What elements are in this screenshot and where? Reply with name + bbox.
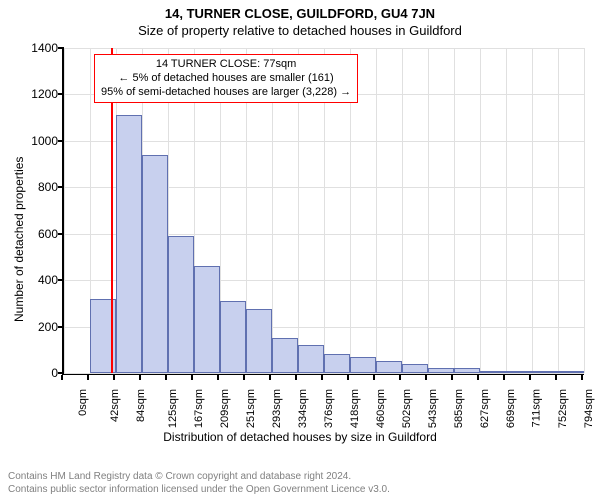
x-tick-mark bbox=[87, 375, 89, 380]
x-tick-label: 711sqm bbox=[530, 389, 542, 427]
grid-line-v bbox=[64, 48, 65, 373]
y-tick-label: 1000 bbox=[18, 134, 58, 148]
histogram-bar bbox=[506, 371, 532, 373]
histogram-bar bbox=[194, 266, 220, 373]
histogram-bar bbox=[272, 338, 298, 373]
x-tick-mark bbox=[581, 375, 583, 380]
histogram-bar bbox=[454, 368, 480, 373]
x-tick-label: 585sqm bbox=[453, 389, 465, 428]
y-tick-label: 600 bbox=[18, 227, 58, 241]
histogram-bar bbox=[402, 364, 428, 373]
x-tick-label: 418sqm bbox=[349, 389, 361, 428]
x-tick-mark bbox=[165, 375, 167, 380]
x-tick-mark bbox=[451, 375, 453, 380]
x-tick-label: 167sqm bbox=[193, 389, 205, 428]
histogram-bar bbox=[350, 357, 376, 373]
histogram-bar bbox=[480, 371, 506, 373]
grid-line-v bbox=[428, 48, 429, 373]
x-tick-label: 752sqm bbox=[557, 389, 569, 428]
y-tick-label: 200 bbox=[18, 320, 58, 334]
footer-line-2: Contains public sector information licen… bbox=[8, 484, 390, 497]
x-tick-mark bbox=[139, 375, 141, 380]
histogram-bar bbox=[298, 345, 324, 373]
x-tick-mark bbox=[555, 375, 557, 380]
grid-line-v bbox=[506, 48, 507, 373]
x-tick-mark bbox=[529, 375, 531, 380]
plot-area: 14 TURNER CLOSE: 77sqm ← 5% of detached … bbox=[62, 48, 584, 375]
x-tick-mark bbox=[113, 375, 115, 380]
x-tick-label: 0sqm bbox=[77, 389, 89, 416]
x-tick-mark bbox=[477, 375, 479, 380]
histogram-bar bbox=[558, 371, 584, 373]
x-tick-label: 460sqm bbox=[375, 389, 387, 428]
histogram-bar bbox=[220, 301, 246, 373]
x-tick-label: 334sqm bbox=[297, 389, 309, 428]
grid-line-v bbox=[532, 48, 533, 373]
x-tick-label: 669sqm bbox=[505, 389, 517, 428]
x-tick-label: 293sqm bbox=[271, 389, 283, 428]
grid-line-v bbox=[584, 48, 585, 373]
grid-line-v bbox=[402, 48, 403, 373]
x-tick-label: 125sqm bbox=[167, 389, 179, 428]
histogram-bar bbox=[142, 155, 168, 373]
x-tick-label: 627sqm bbox=[479, 389, 491, 428]
chart-subtitle: Size of property relative to detached ho… bbox=[0, 21, 600, 38]
y-tick-label: 400 bbox=[18, 273, 58, 287]
page-title: 14, TURNER CLOSE, GUILDFORD, GU4 7JN bbox=[0, 0, 600, 21]
x-tick-mark bbox=[347, 375, 349, 380]
histogram-bar bbox=[168, 236, 194, 373]
footer-line-1: Contains HM Land Registry data © Crown c… bbox=[8, 471, 390, 484]
annotation-line-1: 14 TURNER CLOSE: 77sqm bbox=[101, 58, 351, 72]
footer: Contains HM Land Registry data © Crown c… bbox=[8, 471, 390, 496]
histogram-bar bbox=[324, 354, 350, 373]
x-tick-mark bbox=[269, 375, 271, 380]
grid-line-v bbox=[454, 48, 455, 373]
x-tick-mark bbox=[425, 375, 427, 380]
histogram-bar bbox=[532, 371, 558, 373]
histogram-bar bbox=[376, 361, 402, 373]
histogram-bar bbox=[428, 368, 454, 373]
x-tick-mark bbox=[61, 375, 63, 380]
grid-line-v bbox=[480, 48, 481, 373]
x-tick-mark bbox=[295, 375, 297, 380]
x-tick-mark bbox=[399, 375, 401, 380]
x-tick-label: 543sqm bbox=[427, 389, 439, 428]
y-tick-label: 0 bbox=[18, 366, 58, 380]
x-tick-label: 84sqm bbox=[135, 389, 147, 422]
x-tick-mark bbox=[191, 375, 193, 380]
grid-line-v bbox=[558, 48, 559, 373]
x-tick-mark bbox=[503, 375, 505, 380]
x-tick-label: 42sqm bbox=[109, 389, 121, 422]
x-tick-label: 251sqm bbox=[245, 389, 257, 428]
x-tick-mark bbox=[373, 375, 375, 380]
grid-line-h bbox=[64, 373, 584, 374]
x-tick-label: 209sqm bbox=[219, 389, 231, 428]
y-tick-label: 1400 bbox=[18, 41, 58, 55]
x-tick-label: 794sqm bbox=[583, 389, 595, 428]
annotation-box: 14 TURNER CLOSE: 77sqm ← 5% of detached … bbox=[94, 54, 358, 103]
x-tick-label: 376sqm bbox=[323, 389, 335, 428]
chart-container: Number of detached properties 0200400600… bbox=[0, 42, 600, 442]
y-tick-label: 800 bbox=[18, 180, 58, 194]
x-tick-mark bbox=[243, 375, 245, 380]
x-tick-label: 502sqm bbox=[401, 389, 413, 428]
histogram-bar bbox=[246, 309, 272, 373]
x-axis-title: Distribution of detached houses by size … bbox=[0, 430, 600, 444]
y-tick-label: 1200 bbox=[18, 87, 58, 101]
x-tick-mark bbox=[321, 375, 323, 380]
grid-line-v bbox=[376, 48, 377, 373]
annotation-line-3: 95% of semi-detached houses are larger (… bbox=[101, 86, 351, 100]
x-tick-mark bbox=[217, 375, 219, 380]
annotation-line-2: ← 5% of detached houses are smaller (161… bbox=[101, 72, 351, 86]
histogram-bar bbox=[116, 115, 142, 373]
